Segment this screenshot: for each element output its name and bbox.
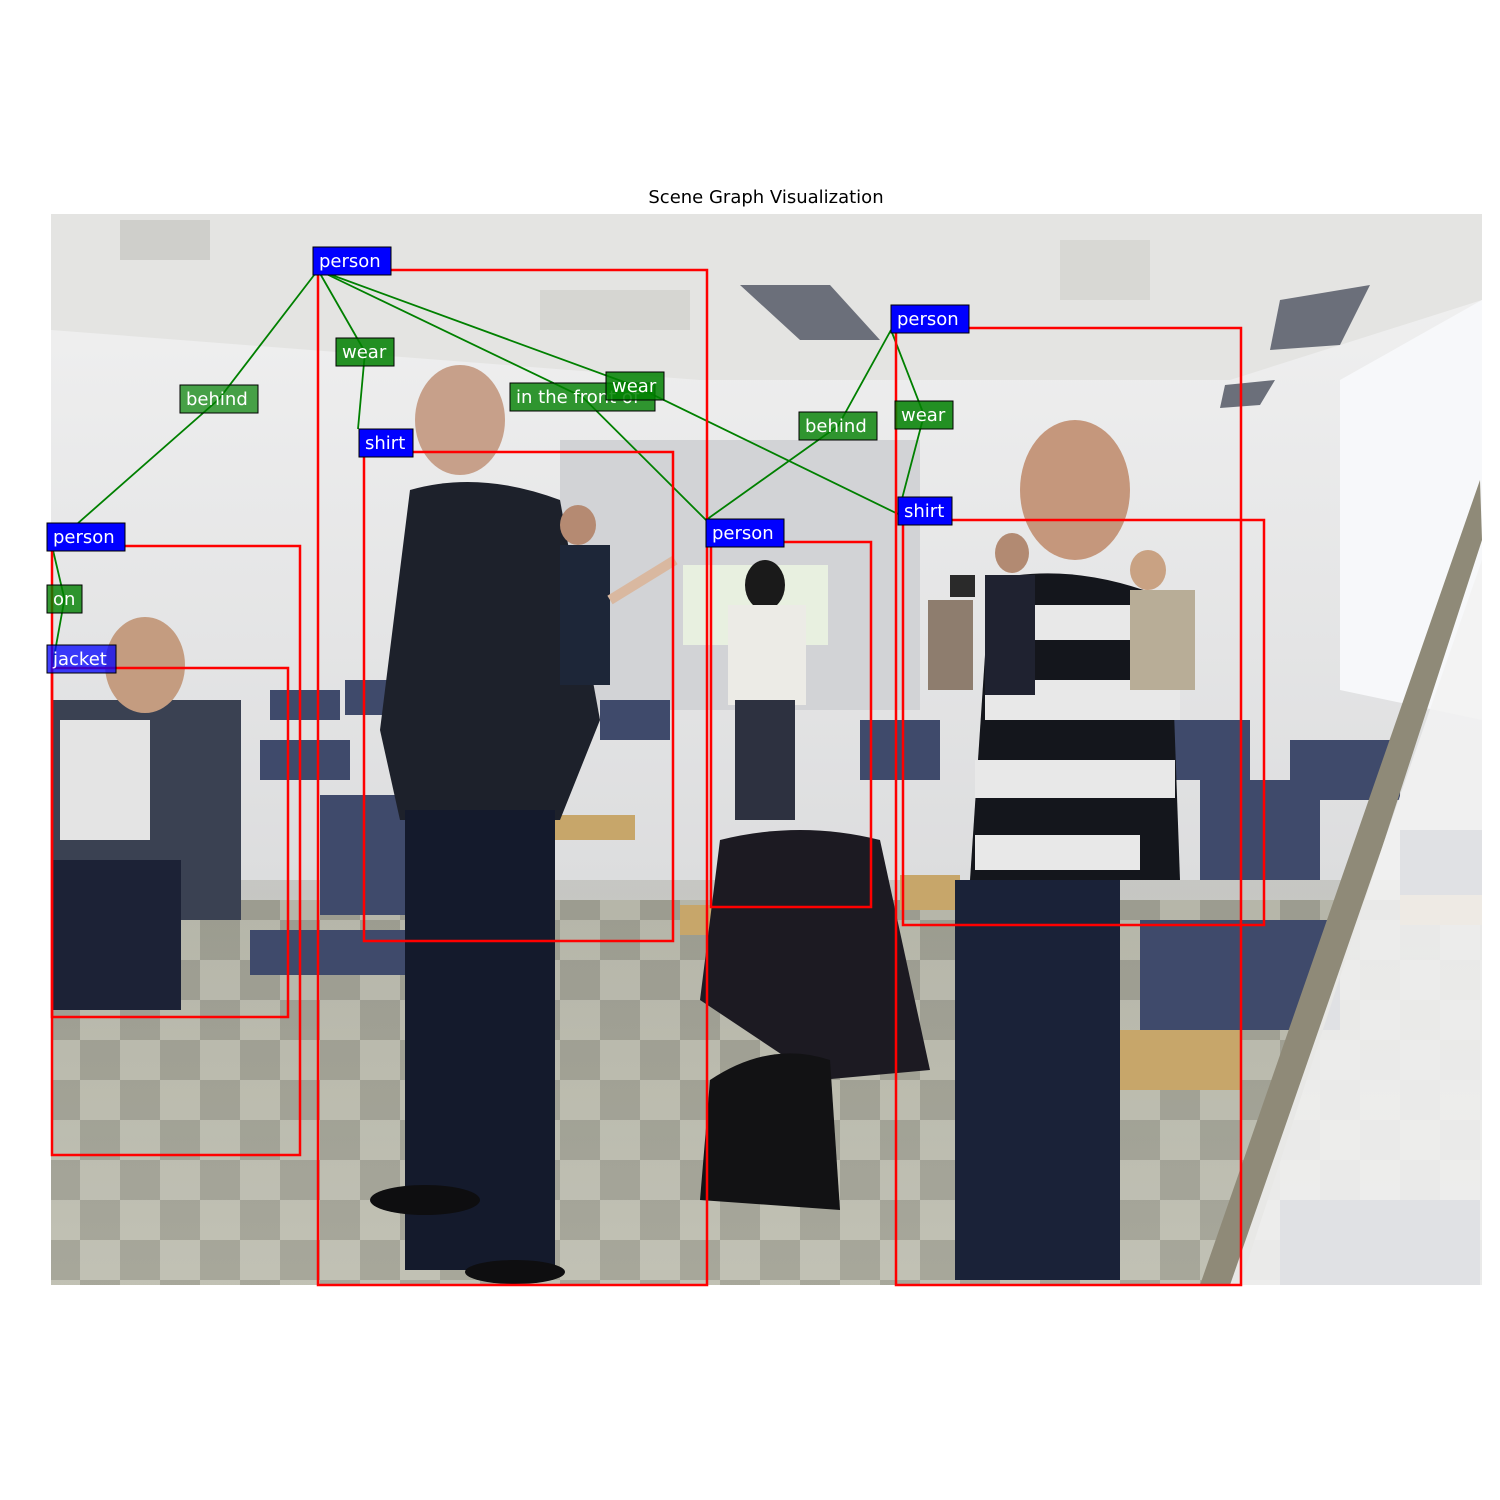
object-label-shirt2: shirt [897, 496, 953, 526]
relation-label-rel_behind2-text: behind [805, 416, 867, 437]
object-label-jacket1: jacket [46, 644, 117, 674]
relation-label-rel_wear3-bg [894, 400, 954, 430]
object-label-person4: person [46, 522, 126, 552]
bbox-person1 [316, 268, 709, 1287]
relation-label-rel_wear3: wear [894, 400, 954, 430]
object-label-person4-text: person [53, 527, 115, 548]
relation-label-rel_on1: on [46, 584, 83, 614]
relation-label-rel_wear3-text: wear [901, 405, 946, 426]
figure-title: Scene Graph Visualization [648, 187, 884, 208]
bbox-person2 [894, 326, 1243, 1287]
classroom-photo [51, 214, 1482, 1285]
relation-label-rel_behind2: behind [798, 411, 878, 441]
relation-label-rel_behind2-bg [798, 411, 878, 441]
object-label-person1: person [312, 246, 392, 276]
relation-label-rel_wear2-bg [605, 371, 665, 401]
bbox-jacket1 [50, 666, 290, 1019]
object-label-shirt1-text: shirt [365, 433, 405, 454]
relation-label-rel_behind1: behind [179, 384, 259, 414]
relation-label-rel_wear2-text: wear [612, 376, 657, 397]
object-label-jacket1-text: jacket [52, 649, 107, 670]
object-label-person3-text: person [712, 523, 774, 544]
object-label-shirt2-bg [897, 496, 953, 526]
relation-label-rel_wear1: wear [335, 337, 395, 367]
object-label-person2-bg [890, 304, 970, 334]
object-label-person4-bg [46, 522, 126, 552]
object-label-shirt2-text: shirt [904, 501, 944, 522]
bbox-shirt2 [901, 518, 1266, 927]
object-label-person3-bg [705, 518, 785, 548]
relation-label-rel_wear1-text: wear [342, 342, 387, 363]
object-label-person2-text: person [897, 309, 959, 330]
object-label-person2: person [890, 304, 970, 334]
relation-label-rel_on1-text: on [53, 589, 75, 610]
object-label-person1-bg [312, 246, 392, 276]
object-label-person1-text: person [319, 251, 381, 272]
relation-label-rel_behind1-text: behind [186, 389, 248, 410]
bounding-boxes [50, 268, 1266, 1287]
bbox-person3 [709, 540, 873, 909]
object-label-shirt1-bg [358, 428, 414, 458]
object-label-jacket1-bg [46, 644, 117, 674]
object-label-person3: person [705, 518, 785, 548]
bbox-shirt1 [362, 450, 675, 943]
relation-label-rel_wear1-bg [335, 337, 395, 367]
relation-label-rel_wear2: wear [605, 371, 665, 401]
object-label-shirt1: shirt [358, 428, 414, 458]
relation-label-rel_on1-bg [46, 584, 83, 614]
relation-label-rel_behind1-bg [179, 384, 259, 414]
